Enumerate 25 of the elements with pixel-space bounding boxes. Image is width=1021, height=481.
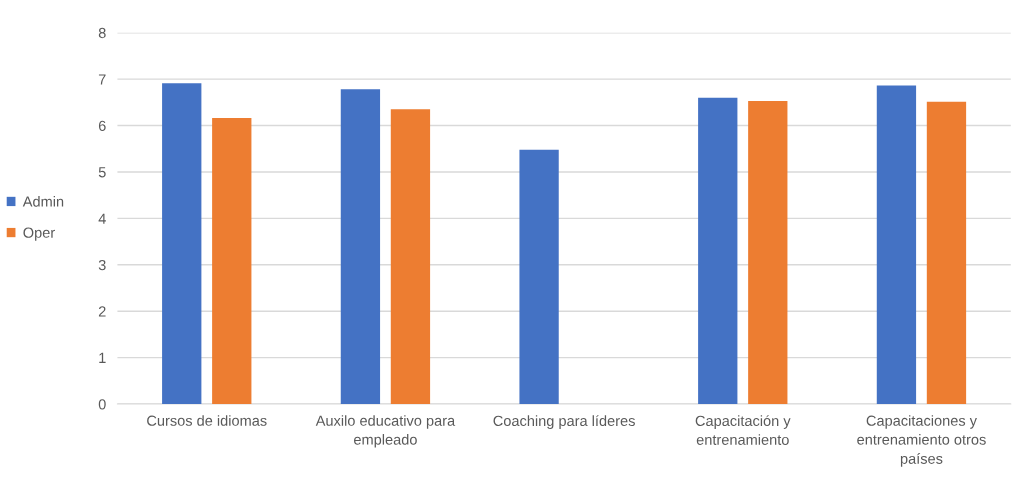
y-tick-label: 5 <box>98 167 106 178</box>
bar <box>212 118 252 405</box>
legend-label: Admin <box>22 196 64 207</box>
bar <box>748 100 788 405</box>
bar <box>926 101 967 405</box>
bar <box>519 149 559 405</box>
y-tick-label: 7 <box>98 74 106 85</box>
bar <box>698 97 738 405</box>
x-tick-label: Auxilo educativo para empleado <box>315 415 456 448</box>
y-tick-label: 2 <box>98 306 106 317</box>
y-tick-label: 1 <box>99 352 106 363</box>
bar <box>390 109 431 405</box>
x-tick-label: Cursos de idiomas <box>147 415 267 426</box>
x-tick-label: Capacitaciones y entrenamiento otros países <box>857 415 986 467</box>
y-tick-label: 4 <box>98 213 106 224</box>
bar <box>876 85 917 405</box>
bar <box>162 83 202 405</box>
x-tick-label: Capacitación y entrenamiento <box>695 415 791 445</box>
legend-label: Oper <box>23 227 55 241</box>
y-tick-label: 3 <box>98 259 106 271</box>
x-tick-label: Coaching para líderes <box>493 415 635 429</box>
y-tick-label: 6 <box>98 120 106 131</box>
bar <box>340 89 381 405</box>
y-tick-label: 0 <box>98 399 106 410</box>
y-tick-label: 8 <box>98 27 106 39</box>
